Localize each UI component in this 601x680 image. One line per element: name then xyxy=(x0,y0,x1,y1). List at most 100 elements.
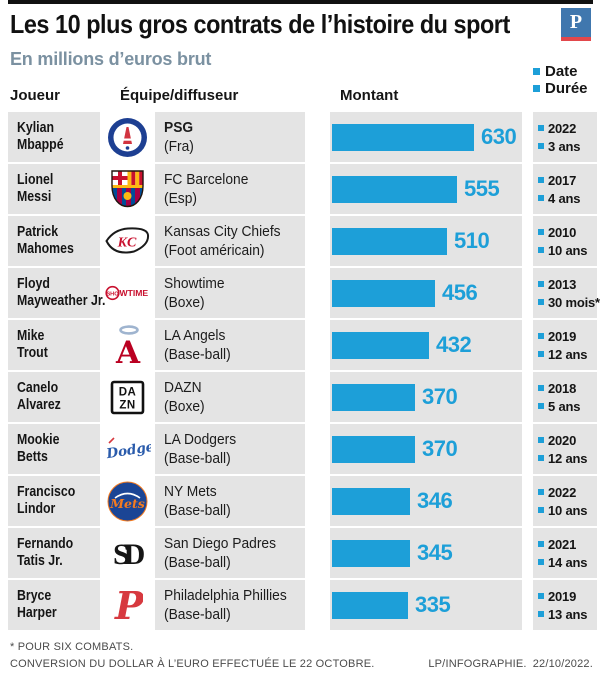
column-header-team: Équipe/diffuseur xyxy=(120,87,239,104)
player-first-name: Mike xyxy=(17,328,45,344)
player-first-name: Fernando xyxy=(17,536,74,552)
amount-value: 456 xyxy=(442,280,478,305)
amount-value: 630 xyxy=(481,124,517,149)
amount-bar-cell: 510 xyxy=(330,216,522,266)
svg-text:DA: DA xyxy=(119,386,137,398)
fc-barcelone-logo xyxy=(104,164,151,214)
team-sport: (Boxe) xyxy=(164,398,205,415)
team-name: FC Barcelone xyxy=(164,171,249,188)
team-name: Philadelphia Phillies xyxy=(164,587,287,604)
team-name: DAZN xyxy=(164,379,202,396)
date-line: 2022 xyxy=(538,485,597,500)
duration-line: 14 ans xyxy=(538,555,597,570)
kansas-city-chiefs-logo: KC xyxy=(104,216,151,266)
chart-subtitle: En millions d’euros brut xyxy=(10,49,212,69)
date-duration-cell: 2013 30 mois* xyxy=(533,268,600,318)
date-line: 2018 xyxy=(538,381,597,396)
showtime-logo: SHO WTIME xyxy=(104,268,151,318)
legend-square-icon xyxy=(538,143,544,149)
player-first-name: Kylian xyxy=(17,120,54,136)
team-cell: DAZN (Boxe) xyxy=(155,372,305,422)
team-cell: Philadelphia Phillies (Base-ball) xyxy=(155,580,305,630)
date-duration-cell: 2022 10 ans xyxy=(533,476,597,526)
player-name-cell: Patrick Mahomes xyxy=(8,216,100,266)
san-diego-padres-logo: SD xyxy=(104,528,151,578)
amount-bar-cell: 370 xyxy=(330,424,522,474)
svg-text:ZN: ZN xyxy=(119,399,135,411)
table-row: Fernando Tatis Jr. SD San Diego Padres (… xyxy=(0,528,601,578)
legend-square-icon xyxy=(538,299,544,305)
player-last-name: Messi xyxy=(17,189,52,205)
player-last-name: Lindor xyxy=(17,501,56,517)
duration-line: 12 ans xyxy=(538,347,597,362)
legend-square-icon xyxy=(538,593,544,599)
amount-bar xyxy=(332,383,415,411)
legend-square-icon xyxy=(538,507,544,513)
team-sport: (Base-ball) xyxy=(164,502,231,519)
player-last-name: Mahomes xyxy=(17,241,74,257)
team-sport: (Base-ball) xyxy=(164,554,231,571)
team-sport: (Boxe) xyxy=(164,294,205,311)
footnote-conversion: CONVERSION DU DOLLAR À L’EURO EFFECTUÉE … xyxy=(10,658,375,670)
amount-bar xyxy=(332,435,415,463)
column-header-amount: Montant xyxy=(340,87,399,104)
legend-square-icon xyxy=(533,85,540,92)
amount-bar xyxy=(332,487,410,515)
contract-date: 2019 xyxy=(548,588,577,604)
brand-letter: P xyxy=(561,8,591,37)
amount-bar-cell: 346 xyxy=(330,476,522,526)
svg-text:SD: SD xyxy=(113,538,145,571)
date-line: 2019 xyxy=(538,329,597,344)
amount-bar-cell: 345 xyxy=(330,528,522,578)
player-first-name: Francisco xyxy=(17,484,76,500)
amount-bar xyxy=(332,175,457,203)
contract-duration: 30 mois* xyxy=(548,294,600,310)
credit-source: LP/INFOGRAPHIE. xyxy=(428,658,527,670)
date-line: 2019 xyxy=(538,589,597,604)
player-name-cell: Lionel Messi xyxy=(8,164,100,214)
amount-bar-cell: 456 xyxy=(330,268,522,318)
player-name-cell: Floyd Mayweather Jr. xyxy=(8,268,105,318)
table-row: Francisco Lindor Mets NY Mets (Base-ball… xyxy=(0,476,601,526)
player-last-name: Trout xyxy=(17,345,48,361)
player-name-cell: Francisco Lindor xyxy=(8,476,100,526)
team-name: Kansas City Chiefs xyxy=(164,223,281,240)
svg-text:A: A xyxy=(114,335,140,367)
amount-bar-cell: 370 xyxy=(330,372,522,422)
player-name-cell: Mookie Betts xyxy=(8,424,100,474)
duration-line: 10 ans xyxy=(538,243,597,258)
contract-duration: 13 ans xyxy=(548,606,588,622)
svg-text:Mets: Mets xyxy=(109,496,145,511)
team-sport: (Base-ball) xyxy=(164,346,231,363)
credit-line: LP/INFOGRAPHIE. 22/10/2022. xyxy=(422,658,593,670)
contract-duration: 10 ans xyxy=(548,502,588,518)
team-sport: (Foot américain) xyxy=(164,242,265,259)
duration-line: 10 ans xyxy=(538,503,597,518)
team-cell: LA Angels (Base-ball) xyxy=(155,320,305,370)
player-first-name: Lionel xyxy=(17,172,54,188)
legend-square-icon xyxy=(538,611,544,617)
player-first-name: Patrick xyxy=(17,224,59,240)
table-row: Kylian Mbappé PSG (Fra) 630 2022 3 ans xyxy=(0,112,601,162)
legend-square-icon xyxy=(538,195,544,201)
legend-square-icon xyxy=(538,403,544,409)
contract-date: 2018 xyxy=(548,380,577,396)
date-duration-cell: 2019 12 ans xyxy=(533,320,597,370)
team-name: NY Mets xyxy=(164,483,217,500)
contract-duration: 5 ans xyxy=(548,398,581,414)
date-duration-cell: 2022 3 ans xyxy=(533,112,597,162)
team-name: Showtime xyxy=(164,275,225,292)
legend: Date Durée xyxy=(533,63,588,97)
team-cell: NY Mets (Base-ball) xyxy=(155,476,305,526)
amount-value: 346 xyxy=(417,488,453,513)
date-duration-cell: 2021 14 ans xyxy=(533,528,597,578)
amount-bar-cell: 335 xyxy=(330,580,522,630)
team-cell: Showtime (Boxe) xyxy=(155,268,305,318)
team-cell: FC Barcelone (Esp) xyxy=(155,164,305,214)
contract-duration: 12 ans xyxy=(548,450,588,466)
contract-duration: 12 ans xyxy=(548,346,588,362)
amount-value: 370 xyxy=(422,384,458,409)
amount-bar xyxy=(332,539,410,567)
contract-date: 2020 xyxy=(548,432,577,448)
team-sport: (Base-ball) xyxy=(164,606,231,623)
